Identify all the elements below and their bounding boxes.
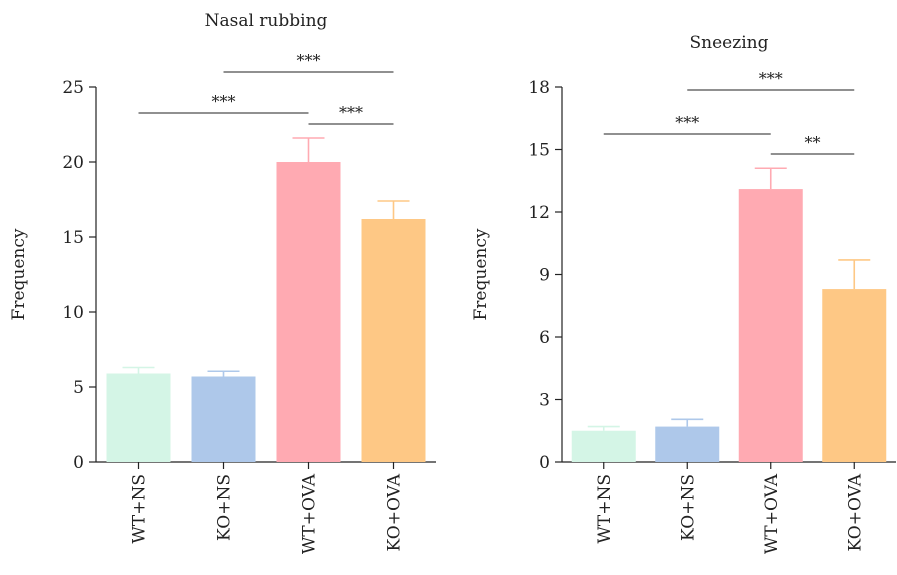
- y-tick-label: 15: [62, 228, 84, 248]
- y-tick-label: 18: [528, 78, 550, 98]
- bar: [191, 376, 256, 462]
- bar: [276, 162, 341, 462]
- bar: [106, 373, 171, 462]
- y-tick-label: 6: [539, 328, 550, 348]
- x-tick-label: KO+NS: [215, 474, 235, 541]
- x-tick-label: KO+NS: [678, 474, 698, 541]
- significance-label: ***: [339, 103, 363, 122]
- x-tick-label: WT+NS: [595, 474, 615, 544]
- bar: [361, 219, 426, 462]
- bar: [655, 426, 720, 462]
- x-tick-label: WT+NS: [130, 474, 150, 544]
- significance-label: ***: [212, 92, 236, 111]
- y-axis-label: Frequency: [9, 228, 29, 320]
- y-tick-label: 25: [62, 78, 84, 98]
- y-tick-label: 3: [539, 391, 550, 411]
- chart-title: Nasal rubbing: [205, 11, 328, 31]
- y-tick-label: 20: [62, 153, 84, 173]
- y-tick-label: 5: [73, 378, 84, 398]
- significance-label: ***: [759, 69, 783, 88]
- x-tick-label: KO+OVA: [845, 473, 865, 551]
- chart-panel-1: Nasal rubbing Frequency 0 5 10 15 20 25 WT+NS KO+…: [9, 11, 436, 554]
- y-tick-label: 15: [528, 141, 550, 161]
- x-tick-label: KO+OVA: [385, 473, 405, 551]
- significance-label: **: [805, 133, 821, 152]
- chart-title: Sneezing: [690, 33, 769, 53]
- x-tick-label: WT+OVA: [300, 473, 320, 554]
- y-tick-label: 9: [539, 266, 550, 286]
- bar: [822, 289, 887, 462]
- y-tick-label: 0: [73, 453, 84, 473]
- y-axis-label: Frequency: [471, 228, 491, 320]
- bar: [738, 189, 803, 463]
- y-tick-label: 10: [62, 303, 84, 323]
- x-tick-label: WT+OVA: [762, 473, 782, 554]
- bar: [571, 430, 636, 462]
- chart-panel-2: Sneezing Frequency 0 3 6 9 12 15 18 WT+NS KO+NS WT+…: [471, 33, 896, 554]
- significance-label: ***: [297, 51, 321, 70]
- y-tick-label: 0: [539, 453, 550, 473]
- y-tick-label: 12: [528, 203, 550, 223]
- significance-label: ***: [675, 113, 699, 132]
